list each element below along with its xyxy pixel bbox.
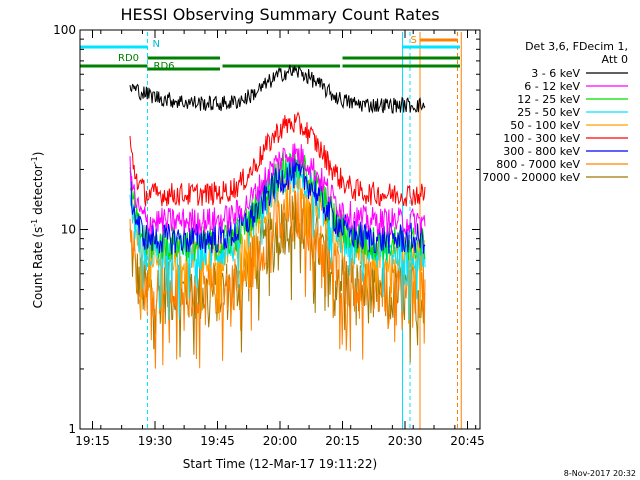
- chart-title: HESSI Observing Summary Count Rates: [120, 5, 439, 24]
- series-line-2: [129, 147, 426, 262]
- x-tick-label-4: 20:15: [325, 434, 360, 448]
- legend-label-0: 3 - 6 keV: [531, 67, 580, 80]
- y-tick-label-2: 100: [53, 23, 76, 37]
- x-tick-label-2: 19:45: [200, 434, 235, 448]
- legend-label-3: 25 - 50 keV: [517, 106, 580, 119]
- bar-label-rd0: RD0: [118, 53, 139, 64]
- legend-label-4: 50 - 100 keV: [510, 119, 580, 132]
- footer-date: 8-Nov-2017 20:32: [564, 469, 636, 478]
- legend-label-5: 100 - 300 keV: [503, 132, 580, 145]
- y-axis: 1 10 100: [53, 23, 480, 436]
- legend-label-8: 7000 - 20000 keV: [482, 171, 580, 184]
- series-line-1: [129, 143, 426, 236]
- legend-header-1: Det 3,6, FDecim 1,: [525, 40, 628, 53]
- x-tick-label-1: 19:30: [138, 434, 173, 448]
- y-tick-label-1: 10: [61, 223, 76, 237]
- x-tick-label-3: 20:00: [263, 434, 298, 448]
- bar-label-rd6: RD6: [154, 61, 175, 72]
- bar-label-n: N: [153, 39, 160, 50]
- legend-label-6: 300 - 800 keV: [503, 145, 580, 158]
- x-axis-label: Start Time (12-Mar-17 19:11:22): [183, 457, 377, 471]
- legend-label-2: 12 - 25 keV: [517, 93, 580, 106]
- series-line-6: [129, 158, 426, 255]
- plot-area: N RD0 RD6 S: [79, 32, 462, 429]
- x-tick-label-0: 19:15: [75, 434, 110, 448]
- x-tick-label-6: 20:45: [450, 434, 485, 448]
- x-tick-label-5: 20:30: [388, 434, 423, 448]
- legend-label-1: 6 - 12 keV: [524, 80, 580, 93]
- y-axis-label: Count Rate (s-1 detector-1): [30, 152, 45, 309]
- x-axis: 19:15 19:30 19:45 20:00 20:15 20:30 20:45: [75, 30, 485, 448]
- legend-header-2: Att 0: [602, 53, 628, 66]
- series-line-5: [129, 111, 426, 207]
- bar-label-s: S: [411, 35, 417, 46]
- series-line-0: [129, 64, 426, 114]
- legend-label-7: 800 - 7000 keV: [496, 158, 580, 171]
- y-tick-label-0: 1: [68, 422, 76, 436]
